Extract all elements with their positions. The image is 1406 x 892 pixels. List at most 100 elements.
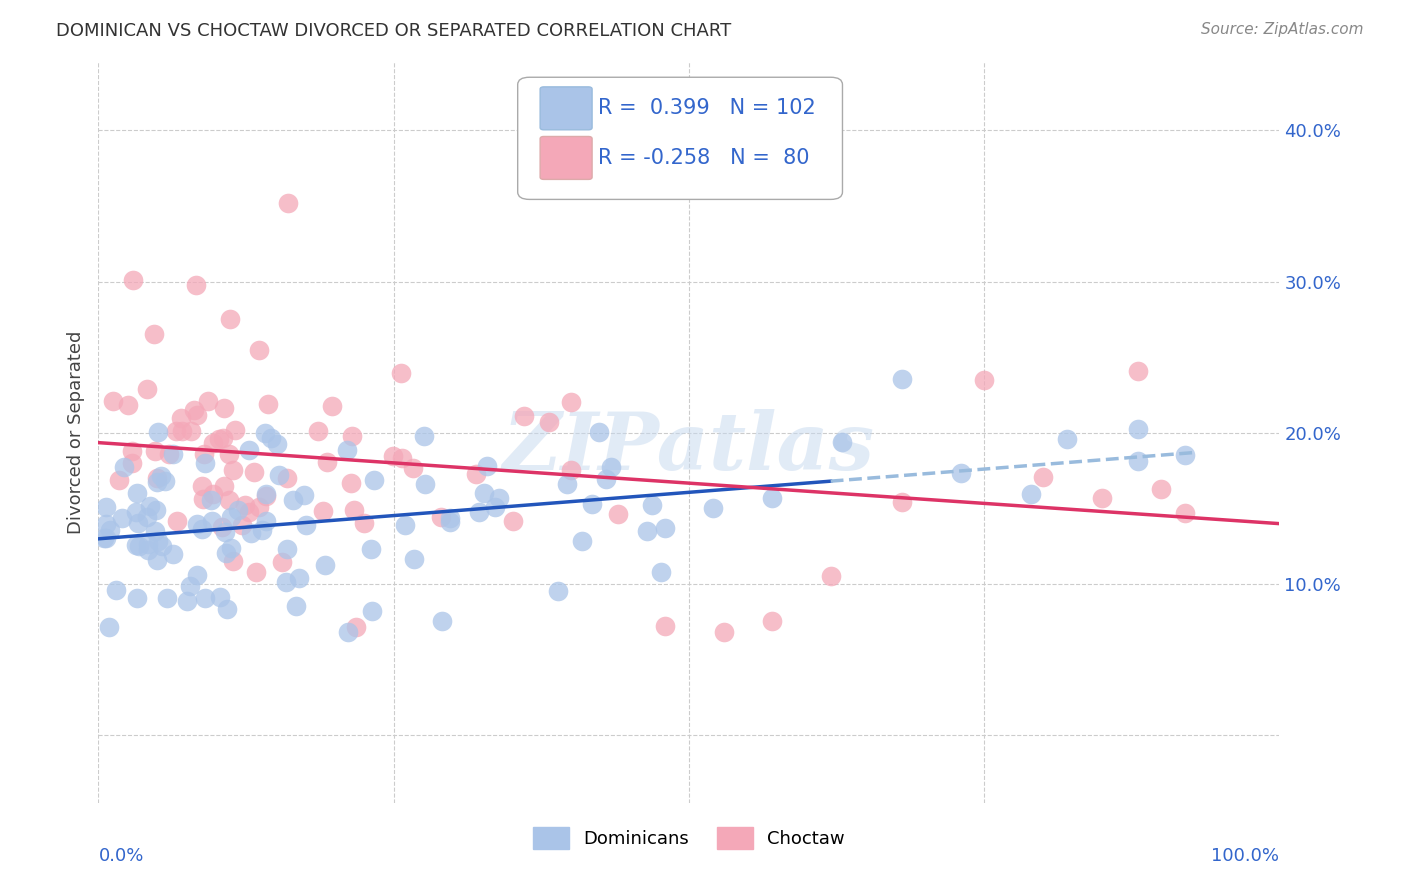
Point — [219, 312, 242, 326]
Point — [353, 516, 375, 530]
Text: R = -0.258   N =  80: R = -0.258 N = 80 — [598, 148, 810, 168]
Point — [202, 487, 225, 501]
Point — [502, 514, 524, 528]
Point — [1056, 433, 1078, 447]
Point — [432, 615, 454, 629]
Point — [1126, 364, 1149, 378]
Point — [219, 541, 242, 555]
Point — [112, 460, 135, 475]
Point — [190, 522, 212, 536]
Point — [212, 431, 235, 445]
Point — [125, 485, 148, 500]
Point — [146, 425, 169, 439]
Point — [96, 516, 118, 531]
Point — [125, 505, 148, 519]
Point — [249, 343, 271, 357]
Point — [208, 433, 231, 447]
Point — [128, 539, 150, 553]
Point — [136, 537, 159, 551]
Point — [156, 591, 179, 606]
Point — [150, 539, 173, 553]
Point — [146, 553, 169, 567]
Point — [588, 425, 610, 439]
Text: 0.0%: 0.0% — [98, 847, 143, 865]
Point — [1032, 470, 1054, 484]
Point — [180, 424, 202, 438]
Point — [307, 424, 329, 438]
Point — [391, 451, 413, 466]
FancyBboxPatch shape — [540, 136, 592, 179]
Point — [702, 500, 724, 515]
Text: ZIPatlas: ZIPatlas — [503, 409, 875, 486]
Point — [315, 455, 337, 469]
Point — [111, 510, 134, 524]
Point — [162, 447, 184, 461]
Point — [218, 447, 240, 461]
Point — [146, 533, 169, 548]
Point — [276, 575, 298, 590]
Point — [472, 486, 495, 500]
Point — [146, 475, 169, 490]
Point — [135, 510, 157, 524]
Point — [412, 429, 434, 443]
Point — [157, 447, 180, 461]
Point — [607, 507, 630, 521]
Point — [166, 515, 188, 529]
Point — [253, 426, 276, 441]
Point — [404, 551, 426, 566]
Point — [139, 499, 162, 513]
Point — [363, 473, 385, 487]
Point — [172, 424, 194, 438]
Point — [256, 397, 278, 411]
Point — [1126, 454, 1149, 468]
Text: DOMINICAN VS CHOCTAW DIVORCED OR SEPARATED CORRELATION CHART: DOMINICAN VS CHOCTAW DIVORCED OR SEPARAT… — [56, 22, 731, 40]
Point — [143, 524, 166, 538]
Point — [254, 489, 277, 503]
FancyBboxPatch shape — [517, 78, 842, 200]
Point — [641, 498, 664, 512]
Point — [831, 434, 853, 449]
Point — [254, 514, 277, 528]
Point — [468, 505, 491, 519]
Point — [221, 554, 243, 568]
Point — [136, 382, 159, 396]
Point — [267, 468, 290, 483]
Point — [155, 474, 177, 488]
Point — [214, 525, 236, 540]
Point — [314, 558, 336, 573]
Point — [214, 401, 236, 415]
Point — [571, 534, 593, 549]
Point — [162, 547, 184, 561]
Point — [538, 415, 561, 429]
Point — [136, 542, 159, 557]
Point — [222, 463, 245, 477]
Point — [890, 372, 912, 386]
Point — [285, 599, 308, 614]
Point — [193, 447, 215, 461]
Point — [292, 488, 315, 502]
Point — [439, 516, 461, 530]
Point — [209, 591, 232, 605]
Y-axis label: Divorced or Separated: Divorced or Separated — [66, 331, 84, 534]
Point — [654, 520, 676, 534]
Point — [636, 524, 658, 539]
Point — [654, 619, 676, 633]
Point — [104, 583, 127, 598]
Point — [97, 620, 120, 634]
Text: 100.0%: 100.0% — [1212, 847, 1279, 865]
Point — [145, 502, 167, 516]
Point — [211, 519, 233, 533]
Point — [186, 567, 208, 582]
Point — [143, 327, 166, 342]
Point — [382, 450, 405, 464]
Point — [226, 502, 249, 516]
Point — [484, 500, 506, 515]
Point — [650, 565, 672, 579]
Point — [465, 467, 488, 482]
Point — [146, 471, 169, 485]
Point — [149, 469, 172, 483]
Point — [238, 505, 260, 519]
Point — [247, 500, 270, 514]
Point — [231, 517, 253, 532]
Point — [1126, 422, 1149, 436]
